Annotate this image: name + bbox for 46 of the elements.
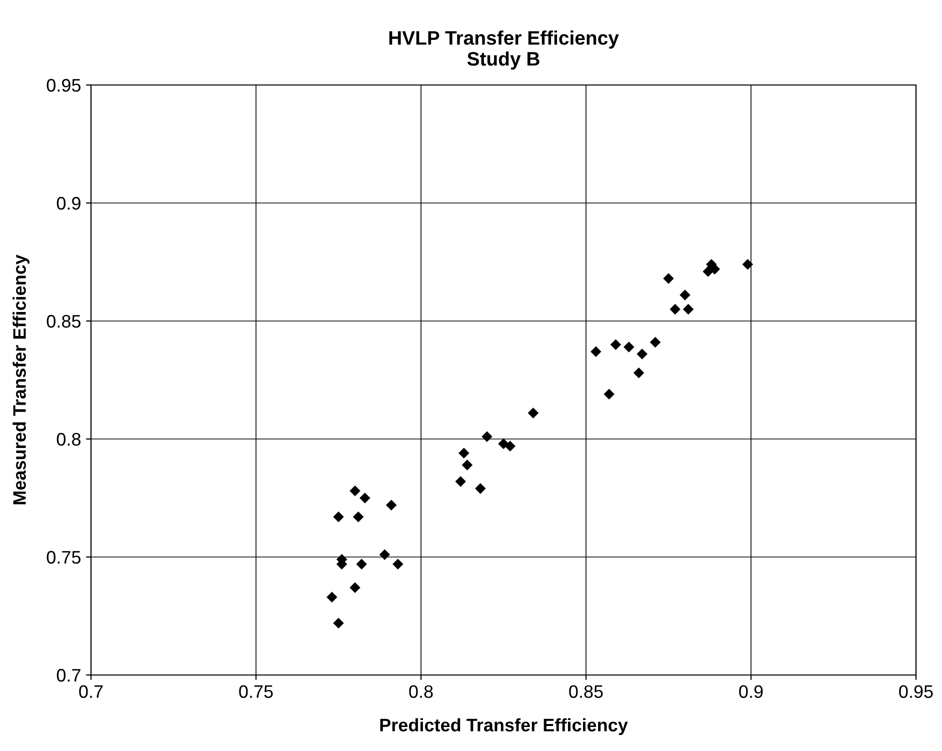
x-tick-label: 0.8 — [409, 685, 433, 698]
point — [386, 500, 397, 510]
point — [742, 258, 754, 270]
point — [455, 476, 466, 487]
point — [482, 431, 492, 442]
x-tick-label: 0.7 — [79, 685, 103, 698]
point — [360, 492, 370, 504]
y-tick-label: 0.8 — [56, 432, 80, 446]
point — [458, 448, 470, 459]
point — [379, 549, 390, 560]
point — [650, 336, 661, 348]
x-tick-label: 0.85 — [569, 685, 603, 698]
point — [356, 558, 367, 570]
point — [590, 346, 602, 358]
x-tick-label: 0.9 — [739, 685, 763, 698]
point — [604, 388, 614, 400]
point — [498, 438, 509, 450]
y-axis-title: Measured Transfer Efficiency — [12, 254, 30, 504]
point — [636, 348, 648, 360]
y-tick-label: 0.9 — [56, 196, 80, 210]
y-tick-label: 0.85 — [46, 314, 81, 328]
point — [392, 558, 404, 570]
x-axis-title: Predicted Transfer Efficiency — [380, 718, 628, 736]
point — [326, 592, 338, 602]
point — [352, 512, 364, 522]
point — [504, 440, 516, 452]
y-tick-label: 0.95 — [46, 78, 81, 92]
point — [624, 342, 634, 352]
y-tick-label: 0.75 — [46, 550, 81, 564]
point — [670, 304, 680, 315]
point — [475, 483, 486, 494]
x-tick-label: 0.75 — [239, 685, 273, 698]
x-tick-label: 0.95 — [899, 685, 933, 698]
point — [528, 408, 539, 418]
point — [633, 368, 644, 378]
point — [333, 618, 344, 628]
point — [663, 273, 674, 284]
point — [610, 339, 622, 350]
point — [350, 486, 360, 496]
point — [333, 512, 344, 522]
point — [350, 582, 360, 594]
point — [680, 290, 690, 300]
point — [682, 304, 694, 315]
point — [462, 460, 473, 470]
chart-title: HVLP Transfer Efficiency Study B — [389, 30, 619, 70]
y-tick-label: 0.7 — [56, 668, 80, 682]
